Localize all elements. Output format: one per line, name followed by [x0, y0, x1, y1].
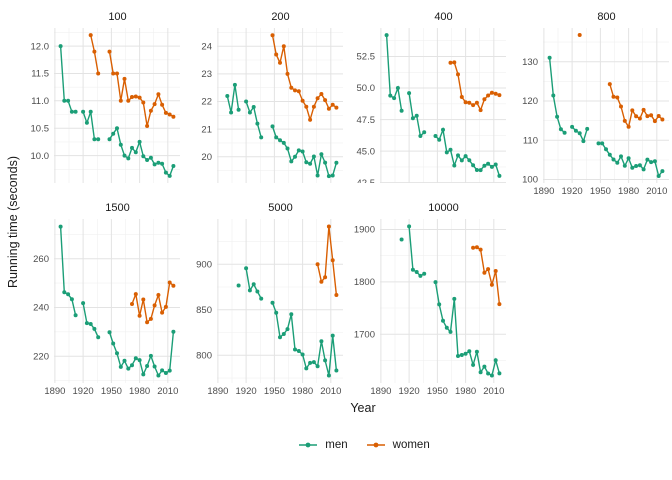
svg-text:120: 120 — [522, 96, 538, 107]
x-axis-title: Year — [350, 401, 376, 415]
svg-text:240: 240 — [33, 303, 49, 314]
svg-text:1890: 1890 — [533, 186, 554, 197]
facet-plot-10000: 1700 1800 1900 1890 1920 1950 1980 2010 — [354, 219, 506, 397]
svg-text:20: 20 — [201, 152, 212, 163]
legend-key-women-icon — [366, 442, 385, 448]
svg-text:900: 900 — [196, 259, 212, 270]
facet-plot-5000: 800 850 900 1890 1920 1950 1980 2010 — [196, 219, 343, 397]
svg-text:1980: 1980 — [292, 386, 313, 397]
legend-label-women: women — [392, 439, 430, 451]
legend-item-men: men — [298, 439, 348, 451]
facet-800: 800 100 110 120 130 1890 1920 1950 1980 2010 — [507, 6, 670, 197]
svg-text:1920: 1920 — [562, 186, 583, 197]
plot-region: 100 10.0 10.5 11.0 11.5 12.0 200 20 21 22 23 24 … — [18, 0, 672, 397]
svg-text:1920: 1920 — [236, 386, 257, 397]
facet-1500: 1500 220 240 260 1890 1920 1950 1980 2010 — [18, 197, 181, 397]
svg-text:1920: 1920 — [73, 386, 94, 397]
svg-text:10.0: 10.0 — [31, 151, 50, 162]
facet-10000: 10000 1700 1800 1900 1890 1920 1950 1980 2010 — [344, 197, 507, 397]
svg-text:220: 220 — [33, 351, 49, 362]
svg-text:12.0: 12.0 — [31, 41, 50, 52]
svg-text:800: 800 — [196, 351, 212, 362]
legend: men women — [0, 439, 672, 451]
svg-text:1980: 1980 — [455, 386, 476, 397]
facet-plot-800: 100 110 120 130 1890 1920 1950 1980 2010 — [522, 28, 669, 197]
svg-text:1890: 1890 — [44, 386, 65, 397]
facet-100: 100 10.0 10.5 11.0 11.5 12.0 — [18, 6, 181, 197]
svg-text:21: 21 — [201, 124, 212, 135]
facet-400: 400 42.5 45.0 47.5 50.0 52.5 — [344, 6, 507, 197]
svg-text:2010: 2010 — [646, 186, 667, 197]
svg-text:1980: 1980 — [129, 386, 150, 397]
svg-text:22: 22 — [201, 97, 212, 108]
svg-text:1700: 1700 — [354, 329, 375, 340]
svg-text:130: 130 — [522, 57, 538, 68]
empty-facet-cell — [507, 197, 670, 397]
facet-plot-400: 42.5 45.0 47.5 50.0 52.5 — [357, 28, 506, 183]
facet-row-2: 1500 220 240 260 1890 1920 1950 1980 2010 5000 … — [18, 197, 672, 397]
svg-text:1950: 1950 — [427, 386, 448, 397]
svg-text:47.5: 47.5 — [357, 115, 376, 126]
facet-plot-100: 10.0 10.5 11.0 11.5 12.0 — [31, 28, 180, 183]
svg-text:1890: 1890 — [370, 386, 391, 397]
svg-text:1980: 1980 — [618, 186, 639, 197]
facet-plot-200: 20 21 22 23 24 — [201, 28, 343, 183]
svg-text:110: 110 — [523, 136, 538, 147]
facet-strip-10000: 10000 — [428, 202, 459, 214]
facet-strip-400: 400 — [434, 11, 453, 23]
facet-5000: 5000 800 850 900 1890 1920 1950 1980 2010 — [181, 197, 344, 397]
facet-row-1: 100 10.0 10.5 11.0 11.5 12.0 200 20 21 22 23 24 … — [18, 6, 672, 197]
facet-strip-5000: 5000 — [268, 202, 293, 214]
facet-200: 200 20 21 22 23 24 — [181, 6, 344, 197]
svg-text:23: 23 — [201, 69, 212, 80]
svg-text:850: 850 — [196, 305, 212, 316]
svg-text:1800: 1800 — [354, 277, 375, 288]
svg-text:100: 100 — [522, 175, 538, 186]
facet-strip-800: 800 — [597, 11, 616, 23]
svg-text:45.0: 45.0 — [357, 146, 376, 157]
svg-text:11.0: 11.0 — [31, 96, 49, 107]
svg-text:42.5: 42.5 — [357, 178, 376, 183]
legend-item-women: women — [366, 439, 430, 451]
svg-text:1950: 1950 — [590, 186, 611, 197]
legend-key-men-icon — [299, 442, 318, 448]
svg-text:52.5: 52.5 — [357, 52, 376, 63]
svg-text:260: 260 — [33, 254, 49, 265]
facet-plot-1500: 220 240 260 1890 1920 1950 1980 2010 — [33, 219, 180, 397]
legend-label-men: men — [325, 439, 348, 451]
facet-strip-100: 100 — [108, 11, 127, 23]
svg-text:50.0: 50.0 — [357, 83, 376, 94]
svg-text:1890: 1890 — [207, 386, 228, 397]
svg-text:1950: 1950 — [264, 386, 285, 397]
svg-text:2010: 2010 — [483, 386, 504, 397]
facet-strip-1500: 1500 — [105, 202, 130, 214]
svg-text:2010: 2010 — [320, 386, 341, 397]
svg-text:2010: 2010 — [157, 386, 178, 397]
svg-text:1950: 1950 — [101, 386, 122, 397]
svg-text:1900: 1900 — [354, 225, 375, 236]
svg-text:10.5: 10.5 — [31, 123, 50, 134]
svg-text:1920: 1920 — [399, 386, 420, 397]
svg-text:24: 24 — [201, 41, 212, 52]
svg-text:11.5: 11.5 — [31, 69, 49, 80]
facet-strip-200: 200 — [271, 11, 290, 23]
